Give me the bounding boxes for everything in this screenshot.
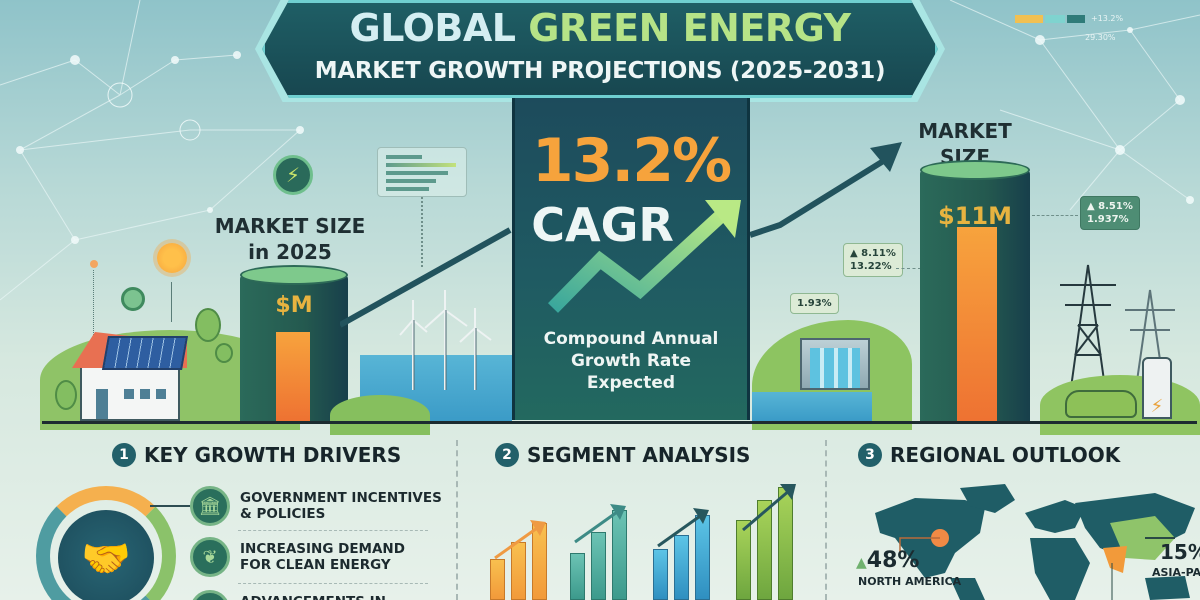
- cylinder-top: [920, 160, 1030, 180]
- sun-connector: [171, 282, 172, 322]
- market-2031-bar: [957, 227, 997, 421]
- driver-item-government: 🏛 GOVERNMENT INCENTIVES & POLICIES: [190, 486, 442, 526]
- callout-mid-bottom: 13.22%: [850, 261, 892, 272]
- top-right-indicator: +13.2%: [1015, 14, 1123, 23]
- connector-line: [150, 505, 190, 507]
- growth-line-left: [340, 227, 512, 328]
- region-north-america-value: ▲48%: [856, 548, 919, 573]
- orange-dot-icon: [90, 260, 98, 268]
- house-icon: [80, 365, 180, 421]
- page-subtitle: MARKET GROWTH PROJECTIONS (2025-2031): [314, 58, 886, 84]
- region-value-text: 48%: [866, 548, 920, 573]
- region-north-america-name: NORTH AMERICA: [858, 575, 962, 588]
- section-number-badge: 2: [495, 443, 519, 467]
- section-title-text: SEGMENT ANALYSIS: [527, 443, 751, 467]
- indicator-value-1: +13.2%: [1091, 14, 1124, 23]
- driver-text-line2: FOR CLEAN ENERGY: [240, 557, 391, 573]
- tree-icon: [55, 380, 77, 410]
- solar-panel-icon: [102, 336, 188, 370]
- title-banner: [262, 0, 938, 98]
- wind-turbines-icon: [399, 290, 492, 390]
- electric-car-icon: [1065, 390, 1137, 418]
- hydro-dam-icon: [800, 338, 870, 390]
- section-title-regional: 3 REGIONAL OUTLOOK: [858, 443, 1120, 467]
- government-handshake-icon: 🤝: [58, 510, 154, 600]
- cylinder-top: [240, 265, 348, 285]
- ev-charger-icon: ⚡: [1142, 357, 1172, 419]
- section-divider: [825, 440, 827, 600]
- title-word-global: GLOBAL: [349, 6, 516, 50]
- tech-icon: ⚙: [190, 590, 230, 600]
- region-asia-pac-value: 15%: [1160, 540, 1200, 564]
- indicator-bar-teal: [1067, 14, 1085, 23]
- section-number-badge: 1: [112, 443, 136, 467]
- callout-small: 1.93%: [790, 293, 839, 314]
- separator: [238, 530, 428, 531]
- cagr-trend-arrow-icon: [547, 200, 741, 313]
- separator: [238, 583, 428, 584]
- lightning-icon: ⚡: [273, 155, 313, 195]
- section-divider: [456, 440, 458, 600]
- cagr-desc-line2: Growth Rate: [570, 351, 692, 371]
- cagr-panel: 13.2% CAGR Compound Annual Growth Rate E…: [512, 98, 750, 420]
- market-2025-cylinder: $M: [240, 265, 348, 421]
- cagr-label: CAGR: [531, 198, 674, 252]
- market-2025-label-line1: MARKET SIZE: [214, 214, 366, 238]
- tree-icon: [195, 308, 221, 342]
- page-title: GLOBAL GREEN ENERGY: [262, 6, 938, 50]
- tree-icon: [215, 343, 233, 363]
- driver-item-demand: ❦ INCREASING DEMAND FOR CLEAN ENERGY: [190, 537, 405, 577]
- gear-energy-icon: [121, 287, 145, 311]
- market-2025-bar: [276, 332, 310, 421]
- driver-text-line1: ADVANCEMENTS IN: [240, 594, 386, 600]
- indicator-bar-yellow: [1015, 14, 1043, 23]
- dashed-connector: [896, 268, 921, 269]
- dashed-connector: [1032, 215, 1078, 216]
- driver-text-line2: & POLICIES: [240, 506, 326, 522]
- world-map: [875, 484, 1195, 600]
- callout-right-top: ▲ 8.51%: [1087, 201, 1133, 212]
- section-title-segments: 2 SEGMENT ANALYSIS: [495, 443, 750, 467]
- indicator-bar-cyan: [1045, 14, 1065, 23]
- up-triangle-icon: ▲: [856, 555, 867, 571]
- callout-small-value: 1.93%: [797, 298, 832, 309]
- cagr-desc-line1: Compound Annual: [543, 329, 719, 349]
- segment-bar-charts: [480, 480, 793, 600]
- indicator-value-2: 29.30%: [1085, 33, 1116, 42]
- section-title-text: REGIONAL OUTLOOK: [890, 443, 1121, 467]
- market-2025-value: $M: [275, 293, 313, 318]
- dotted-connector: [421, 197, 423, 267]
- market-2025-label-line2: in 2025: [248, 240, 332, 264]
- callout-mid-top: ▲ 8.11%: [850, 248, 896, 259]
- growth-line-right: [750, 142, 902, 238]
- dotted-connector-left: [93, 270, 94, 345]
- section-title-drivers: 1 KEY GROWTH DRIVERS: [112, 443, 401, 467]
- section-title-text: KEY GROWTH DRIVERS: [144, 443, 402, 467]
- callout-right: ▲ 8.51% 1.937%: [1080, 196, 1140, 230]
- cagr-value: 13.2%: [531, 126, 732, 196]
- bank-icon: 🏛: [190, 486, 230, 526]
- cagr-description: Compound Annual Growth Rate Expected: [515, 328, 747, 394]
- leaf-plug-icon: ❦: [190, 537, 230, 577]
- driver-item-advancements: ⚙ ADVANCEMENTS IN: [190, 590, 386, 600]
- title-word-green-energy: GREEN ENERGY: [528, 6, 851, 50]
- market-2031-value: $11M: [938, 202, 1012, 230]
- sea-hill: [330, 395, 430, 435]
- cagr-desc-line3: Expected: [586, 373, 676, 393]
- region-asia-pac-name: ASIA-PAC: [1152, 566, 1200, 579]
- section-number-badge: 3: [858, 443, 882, 467]
- callout-right-bottom: 1.937%: [1087, 214, 1129, 225]
- ground-line: [42, 421, 1197, 424]
- callout-mid: ▲ 8.11% 13.22%: [843, 243, 903, 277]
- river: [752, 392, 872, 421]
- market-2031-cylinder: $11M: [920, 160, 1030, 421]
- list-card-icon: [377, 147, 467, 197]
- segment-trend-arrows-icon: [494, 484, 796, 560]
- driver-text-line1: INCREASING DEMAND: [240, 541, 405, 557]
- sun-icon: [157, 243, 187, 273]
- driver-text-line1: GOVERNMENT INCENTIVES: [240, 490, 442, 506]
- market-2025-label: MARKET SIZE in 2025: [210, 213, 370, 265]
